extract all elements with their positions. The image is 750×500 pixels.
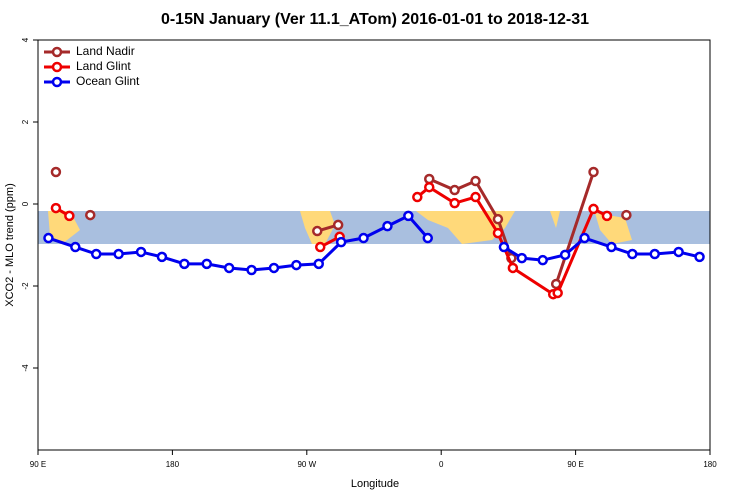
point xyxy=(492,227,504,239)
point xyxy=(516,252,528,264)
point xyxy=(43,232,54,244)
point xyxy=(179,258,190,270)
point xyxy=(621,209,632,221)
point xyxy=(627,248,638,260)
point xyxy=(552,287,563,299)
point xyxy=(449,197,460,209)
x-tick-label: 90 E xyxy=(30,460,46,469)
point xyxy=(50,202,62,214)
legend-marker xyxy=(51,46,63,58)
y-tick-label: 2 xyxy=(21,119,30,124)
chart-title: 0-15N January (Ver 11.1_ATom) 2016-01-01… xyxy=(161,11,589,28)
point xyxy=(313,258,324,270)
y-tick-label: 0 xyxy=(21,201,30,206)
point xyxy=(579,232,590,244)
point xyxy=(64,210,75,222)
point xyxy=(588,203,599,215)
legend-label: Ocean Glint xyxy=(76,74,140,88)
point xyxy=(559,249,571,261)
legend-marker xyxy=(51,61,63,73)
point xyxy=(403,210,414,222)
point xyxy=(601,210,613,222)
point xyxy=(291,259,302,271)
x-tick-label: 90 W xyxy=(297,460,316,469)
point xyxy=(268,262,280,274)
point xyxy=(358,232,369,244)
point xyxy=(90,248,102,260)
y-axis-label: XCO2 - MLO trend (ppm) xyxy=(4,183,16,306)
y-tick-label: -4 xyxy=(21,364,30,372)
point xyxy=(537,254,548,266)
point xyxy=(507,262,519,274)
x-tick-label: 180 xyxy=(703,460,717,469)
point xyxy=(673,246,684,258)
x-axis-label: Longitude xyxy=(351,478,399,490)
point xyxy=(470,191,481,203)
point xyxy=(492,213,504,225)
map-inset xyxy=(38,211,710,244)
point xyxy=(470,175,481,187)
point xyxy=(223,262,235,274)
point xyxy=(312,225,323,237)
point xyxy=(332,219,344,231)
point xyxy=(424,181,435,193)
land xyxy=(550,211,560,228)
point xyxy=(694,251,705,263)
x-tick-label: 180 xyxy=(166,460,180,469)
point xyxy=(606,241,617,253)
point xyxy=(449,184,460,196)
y-tick-label: 4 xyxy=(21,37,30,42)
point xyxy=(156,251,168,263)
legend-label: Land Glint xyxy=(76,59,131,73)
point xyxy=(201,258,212,270)
point xyxy=(424,173,435,185)
legend-label: Land Nadir xyxy=(76,44,135,58)
land xyxy=(595,213,632,244)
x-tick-label: 0 xyxy=(439,460,444,469)
point xyxy=(422,232,434,244)
legend-marker xyxy=(51,76,63,88)
point xyxy=(113,248,124,260)
point xyxy=(85,209,96,221)
point xyxy=(588,166,599,178)
point xyxy=(382,220,393,232)
point xyxy=(50,166,62,178)
point xyxy=(412,191,423,203)
x-tick-label: 90 E xyxy=(567,460,583,469)
point xyxy=(314,241,326,253)
point xyxy=(246,264,257,276)
point xyxy=(135,246,147,258)
point xyxy=(335,236,347,248)
point xyxy=(498,241,510,253)
point xyxy=(649,248,660,260)
y-tick-label: -2 xyxy=(21,282,30,290)
plot-frame xyxy=(37,39,711,451)
point xyxy=(70,241,81,253)
